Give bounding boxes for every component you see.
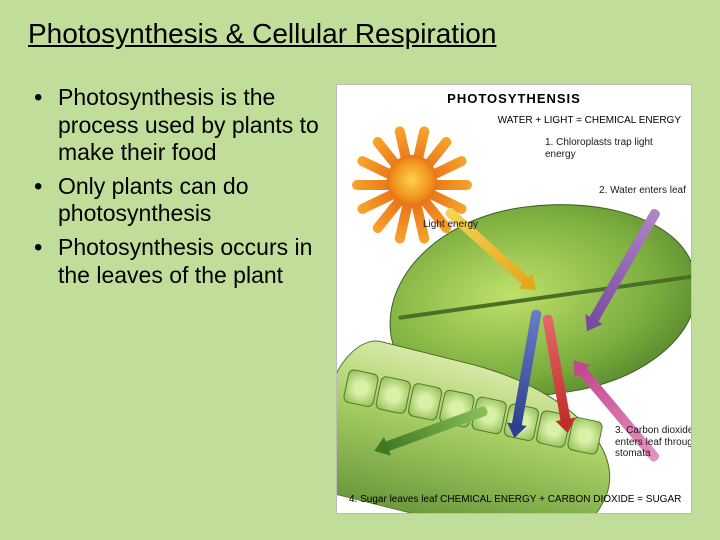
photosynthesis-diagram: PHOTOSYTHENSIS WATER + LIGHT = CHEMICAL … <box>336 84 692 514</box>
cell <box>406 382 443 422</box>
equation-top: WATER + LIGHT = CHEMICAL ENERGY <box>498 115 681 126</box>
sun-core <box>387 155 437 205</box>
cell <box>342 368 379 408</box>
label-step1: 1. Chloroplasts trap light energy <box>545 137 675 160</box>
slide-title: Photosynthesis & Cellular Respiration <box>28 18 692 50</box>
slide: Photosynthesis & Cellular Respiration Ph… <box>0 0 720 540</box>
label-step3: 3. Carbon dioxide enters leaf through st… <box>615 425 692 460</box>
bullet-item: Only plants can do photosynthesis <box>28 173 328 228</box>
cell <box>374 375 411 415</box>
bullet-list: Photosynthesis is the process used by pl… <box>28 84 328 514</box>
label-step2: 2. Water enters leaf <box>599 185 692 197</box>
diagram-title: PHOTOSYTHENSIS <box>337 91 691 106</box>
label-light-energy: Light energy <box>423 219 478 231</box>
bullet-item: Photosynthesis is the process used by pl… <box>28 84 328 167</box>
content-row: Photosynthesis is the process used by pl… <box>28 84 692 514</box>
equation-bottom: 4. Sugar leaves leaf CHEMICAL ENERGY + C… <box>349 494 681 505</box>
bullet-item: Photosynthesis occurs in the leaves of t… <box>28 234 328 289</box>
